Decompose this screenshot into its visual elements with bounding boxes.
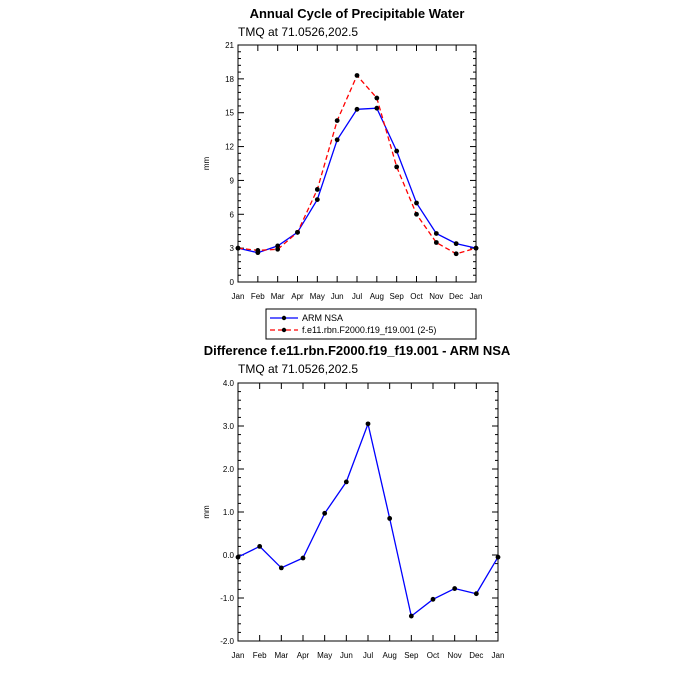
y-tick-label: 4.0	[223, 379, 235, 388]
x-tick-label: Mar	[274, 651, 288, 660]
x-tick-label: May	[317, 651, 332, 660]
data-point	[365, 421, 371, 427]
data-point	[394, 148, 400, 154]
x-tick-label: Mar	[271, 292, 285, 301]
data-point	[374, 95, 380, 101]
series-line-0	[237, 107, 477, 254]
y-tick-label: 9	[230, 176, 235, 185]
y-tick-label: 15	[225, 109, 234, 118]
x-tick-label: Aug	[383, 651, 397, 660]
x-tick-label: Sep	[390, 292, 405, 301]
x-tick-label: Sep	[404, 651, 419, 660]
legend-label: f.e11.rbn.F2000.f19_f19.001 (2-5)	[302, 325, 436, 335]
x-tick-label: Feb	[251, 292, 265, 301]
data-point	[473, 591, 479, 597]
data-point	[408, 613, 414, 619]
x-tick-label: Jan	[492, 651, 505, 660]
data-point	[453, 251, 459, 257]
x-tick-label: Jan	[232, 651, 245, 660]
data-point	[275, 246, 281, 252]
y-tick-label: -2.0	[220, 637, 234, 646]
x-tick-label: Jan	[470, 292, 483, 301]
data-point	[430, 596, 436, 602]
data-point	[257, 544, 263, 549]
y-tick-label: 12	[225, 143, 234, 152]
x-tick-label: Jun	[340, 651, 353, 660]
difference-panel: Difference f.e11.rbn.F2000.f19_f19.001 -…	[202, 343, 511, 660]
plot-frame	[237, 44, 477, 283]
data-point	[374, 105, 380, 111]
chart-subtitle: TMQ at 71.0526,202.5	[238, 362, 358, 376]
y-tick-label: 2.0	[223, 465, 235, 474]
x-tick-label: Apr	[291, 292, 304, 301]
y-tick-label: 21	[225, 41, 234, 50]
chart-title: Difference f.e11.rbn.F2000.f19_f19.001 -…	[204, 343, 511, 358]
data-point	[433, 240, 439, 245]
chart-title: Annual Cycle of Precipitable Water	[250, 6, 465, 21]
legend-label: ARM NSA	[302, 313, 343, 323]
x-tick-label: Aug	[370, 292, 384, 301]
x-tick-label: Jul	[363, 651, 373, 660]
x-tick-label: Nov	[429, 292, 443, 301]
x-tick-label: Apr	[297, 651, 310, 660]
x-tick-label: Oct	[410, 292, 423, 301]
data-point	[452, 586, 458, 591]
data-point	[255, 248, 261, 253]
y-tick-label: 1.0	[223, 508, 235, 517]
legend-box	[265, 308, 477, 340]
data-point	[495, 554, 501, 560]
x-tick-label: Oct	[427, 651, 440, 660]
y-tick-label: 6	[230, 210, 235, 219]
data-point	[295, 229, 300, 235]
x-tick-label: Jul	[352, 292, 362, 301]
data-point	[433, 231, 439, 236]
y-axis-label: mm	[202, 157, 211, 171]
y-tick-label: 0	[230, 278, 235, 287]
data-point	[343, 479, 349, 485]
data-point	[354, 73, 360, 78]
y-tick-label: 3.0	[223, 422, 235, 431]
x-tick-label: Nov	[448, 651, 462, 660]
y-tick-label: 3	[230, 244, 235, 253]
x-tick-label: Dec	[449, 292, 463, 301]
x-tick-label: May	[310, 292, 325, 301]
annual-cycle-panel: Annual Cycle of Precipitable Water TMQ at…	[202, 6, 483, 340]
x-tick-label: Feb	[253, 651, 267, 660]
data-point	[235, 554, 241, 560]
x-tick-label: Jun	[331, 292, 344, 301]
data-point	[235, 245, 241, 251]
legend-marker	[281, 327, 287, 333]
data-point	[453, 241, 459, 247]
data-point	[275, 243, 281, 249]
data-point	[334, 137, 340, 143]
data-point	[334, 118, 340, 124]
data-point	[387, 516, 393, 521]
x-tick-label: Jan	[232, 292, 245, 301]
series-line-0	[237, 421, 499, 618]
data-point	[394, 164, 400, 170]
y-tick-label: 0.0	[223, 551, 235, 560]
data-point	[300, 555, 306, 561]
y-tick-label: -1.0	[220, 594, 234, 603]
data-point	[414, 200, 419, 206]
data-point	[473, 245, 479, 251]
series-line-1	[237, 74, 477, 255]
data-point	[278, 565, 284, 571]
data-point	[414, 211, 419, 217]
x-tick-label: Dec	[469, 651, 483, 660]
data-point	[314, 187, 320, 192]
legend-marker	[281, 315, 287, 321]
chart-subtitle: TMQ at 71.0526,202.5	[238, 25, 358, 39]
data-point	[322, 510, 328, 516]
y-tick-label: 18	[225, 75, 234, 84]
data-point	[354, 106, 360, 112]
data-point	[314, 197, 320, 203]
y-axis-label: mm	[202, 505, 211, 519]
